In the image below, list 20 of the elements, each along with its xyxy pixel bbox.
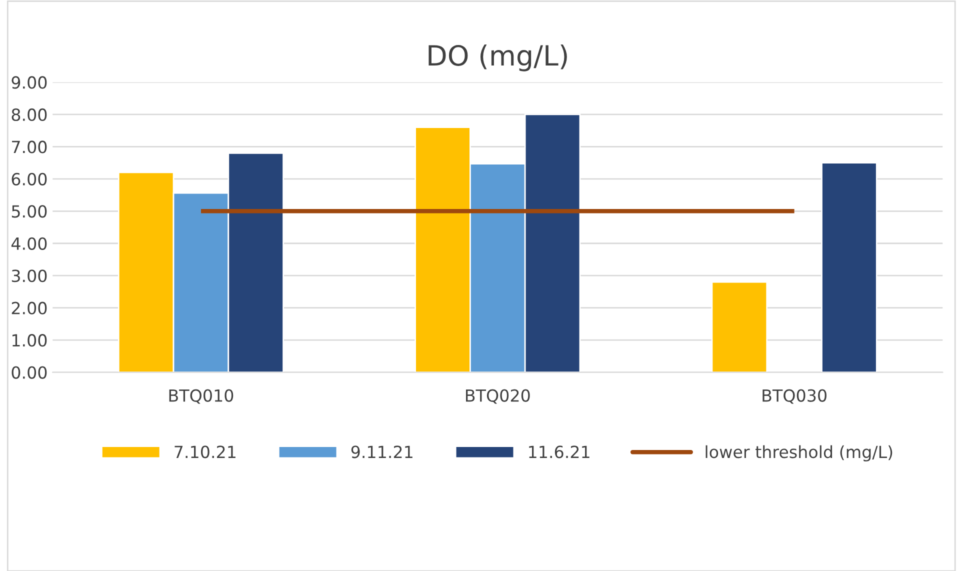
- y-tick-label: 5.00: [12, 205, 47, 218]
- y-tick-label: 6.00: [12, 172, 47, 186]
- bar: [821, 162, 878, 372]
- x-tick-label: BTQ020: [466, 389, 530, 404]
- y-tick-label: 4.00: [11, 237, 47, 250]
- chart-title: DO (mg/L): [428, 44, 567, 72]
- bar: [711, 281, 768, 372]
- y-tick-label: 1.00: [12, 334, 47, 347]
- y-tick-label: 9.00: [12, 76, 47, 89]
- x-tick-label: BTQ010: [169, 389, 234, 404]
- legend-label: 9.11.21: [351, 446, 412, 458]
- y-tick-label: 2.00: [12, 302, 47, 314]
- y-tick-label: 3.00: [12, 270, 47, 282]
- y-tick-label: 8.00: [12, 108, 47, 122]
- legend-label: 7.10.21: [174, 446, 236, 458]
- y-tick-label: 0.00: [12, 366, 47, 379]
- x-tick-label: BTQ030: [762, 389, 826, 404]
- legend-label: 11.6.21: [529, 446, 590, 458]
- legend-label: lower threshold (mg/L): [706, 445, 892, 462]
- y-tick-label: 7.00: [12, 140, 47, 154]
